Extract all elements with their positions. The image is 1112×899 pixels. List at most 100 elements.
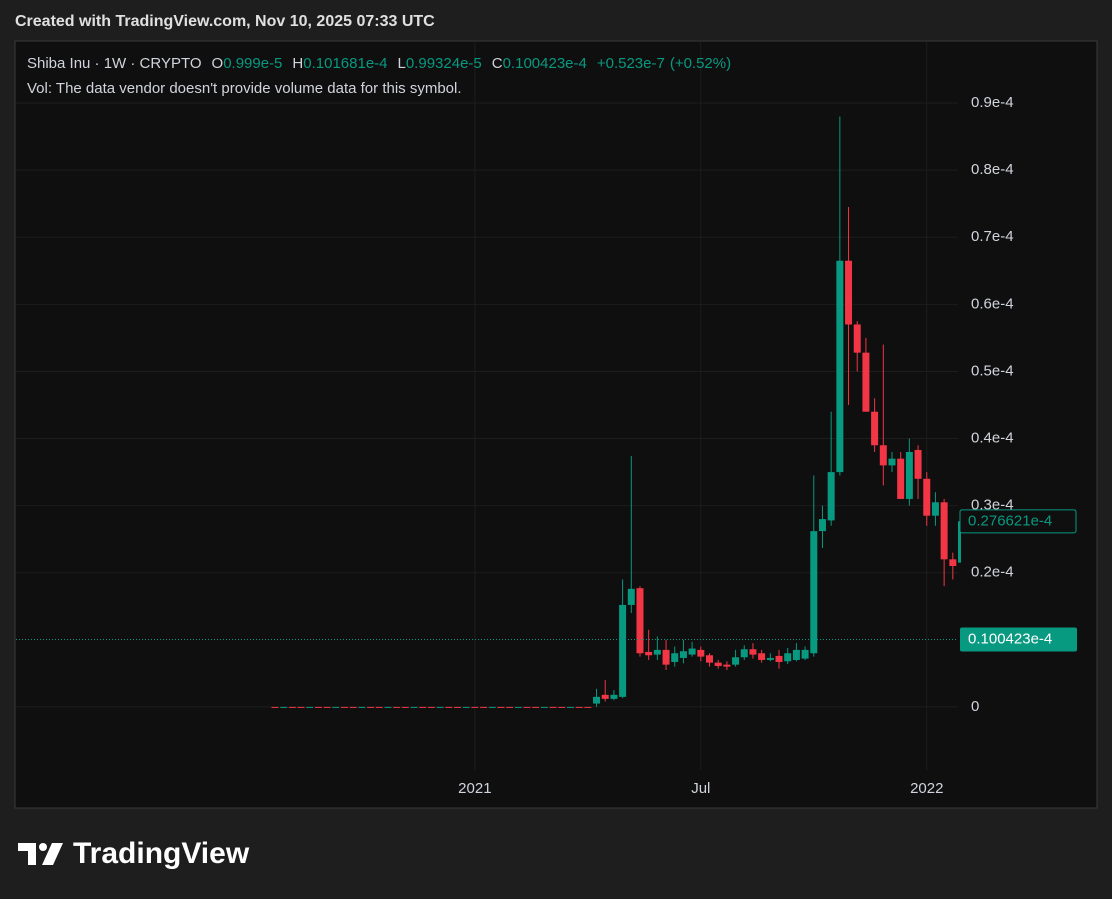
candle-body <box>358 706 366 708</box>
candle-body <box>879 445 887 466</box>
candle-body <box>593 696 601 704</box>
candle-body <box>584 706 592 708</box>
y-tick-label: 0.6e-4 <box>971 295 1014 312</box>
candle-body <box>662 649 670 665</box>
header: Created with TradingView.com, Nov 10, 20… <box>15 13 435 30</box>
candle-body <box>749 649 757 655</box>
candle-body <box>488 706 496 708</box>
candle-body <box>619 604 627 697</box>
candle-body <box>367 706 375 708</box>
candle-body <box>523 706 531 708</box>
y-tick-label: 0.4e-4 <box>971 430 1014 447</box>
logo-mark <box>39 843 47 851</box>
legend-value: 0.999e-5 <box>223 55 282 72</box>
candle-body <box>471 706 479 708</box>
candle-body <box>784 653 792 662</box>
candles <box>271 116 961 708</box>
candle-body <box>410 706 418 708</box>
candle-body <box>349 706 357 708</box>
brand-name: TradingView <box>73 837 250 870</box>
candle-body <box>853 324 861 353</box>
legend-line: Shiba Inu · 1W · CRYPTO O0.999e-5 H0.10168… <box>27 55 731 72</box>
candle-body <box>575 706 583 708</box>
candle-body <box>645 651 653 656</box>
candle-body <box>758 653 766 660</box>
candle-body <box>384 706 392 708</box>
axes: 00.2e-40.3e-40.4e-40.5e-40.6e-40.7e-40.8… <box>16 94 1077 797</box>
candle-body <box>540 706 548 708</box>
candle-body <box>314 706 322 708</box>
candle-body <box>931 502 939 516</box>
y-tick-label: 0.2e-4 <box>971 564 1014 581</box>
y-tick-label: 0.7e-4 <box>971 228 1014 245</box>
candle-body <box>775 655 783 662</box>
volume-note: Vol: The data vendor doesn't provide vol… <box>27 80 462 97</box>
candle-body <box>636 588 644 654</box>
candle-body <box>706 655 713 663</box>
candle-body <box>462 706 470 708</box>
candle-body <box>288 706 296 708</box>
candle-body <box>810 531 818 654</box>
candle-body <box>923 478 931 516</box>
candle-body <box>445 706 453 708</box>
candle-body <box>958 521 961 563</box>
candle-body <box>271 706 279 708</box>
candle-body <box>558 706 566 708</box>
legend-change: +0.523e-7 <box>597 55 665 72</box>
chart-pane <box>14 40 1098 809</box>
candle-body <box>549 706 557 708</box>
candle-body <box>306 706 314 708</box>
y-tick-label: 0.9e-4 <box>971 94 1014 111</box>
candle-body <box>280 706 288 708</box>
candle-body <box>940 502 948 560</box>
legend-key: C <box>492 55 503 72</box>
candle-body <box>697 649 705 657</box>
candle-body <box>827 472 835 521</box>
candle-body <box>653 649 661 655</box>
candle-body <box>506 706 514 708</box>
candle-body <box>480 706 488 708</box>
candle-body <box>914 449 922 479</box>
candle-body <box>714 662 722 666</box>
legend-key: H <box>292 55 303 72</box>
candle-body <box>732 657 740 665</box>
candle-body <box>688 648 696 655</box>
candle-body <box>871 411 879 446</box>
legend-value: 0.100423e-4 <box>503 55 587 72</box>
candle-body <box>818 519 826 532</box>
candle-body <box>332 706 340 708</box>
legend-key: L <box>398 55 406 72</box>
candle-body <box>949 559 957 567</box>
candle-body <box>532 706 540 708</box>
y-tick-label: 0.8e-4 <box>971 161 1014 178</box>
symbol: Shiba Inu · 1W · CRYPTO <box>27 55 202 72</box>
candle-body <box>610 694 618 699</box>
candle-body <box>427 706 435 708</box>
x-tick-label: Jul <box>691 780 710 797</box>
candle-body <box>801 649 809 659</box>
current-price-label: 0.100423e-4 <box>968 631 1052 648</box>
candle-body <box>723 664 731 667</box>
candle-body <box>401 706 409 708</box>
candle-body <box>671 653 679 662</box>
x-tick-label: 2021 <box>458 780 491 797</box>
candle-body <box>888 458 896 466</box>
candle-body <box>341 706 349 708</box>
candle-body <box>836 260 844 473</box>
candle-body <box>419 706 427 708</box>
brand-logo: TradingView <box>18 837 250 870</box>
candle-body <box>627 588 635 605</box>
y-tick-label: 0.5e-4 <box>971 362 1014 379</box>
legend-value: 0.101681e-4 <box>303 55 387 72</box>
legend-value: 0.99324e-5 <box>406 55 482 72</box>
legend-key: O <box>212 55 224 72</box>
current-price-box <box>960 627 1077 652</box>
candle-body <box>601 694 609 699</box>
candle-body <box>297 706 305 708</box>
logo-mark <box>18 843 36 865</box>
candle-body <box>679 651 687 658</box>
candle-body <box>323 706 331 708</box>
logo-mark <box>42 843 63 865</box>
x-tick-label: 2022 <box>910 780 943 797</box>
